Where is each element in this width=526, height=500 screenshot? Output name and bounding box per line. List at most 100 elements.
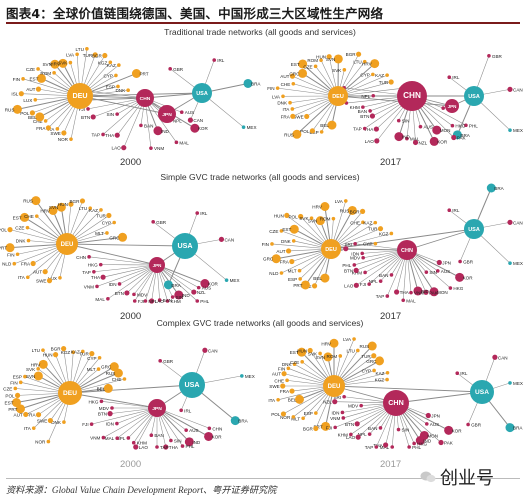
node-mex bbox=[241, 125, 246, 129]
node-swe bbox=[311, 283, 318, 289]
node-label-sri: SRI bbox=[333, 395, 341, 400]
node-khm bbox=[165, 299, 170, 303]
node-label-ban: BAN bbox=[358, 109, 367, 114]
hub-jpn bbox=[445, 99, 459, 113]
node-label-fin: FIN bbox=[278, 366, 285, 371]
node-label-cyp: CYP bbox=[87, 356, 96, 361]
node-che bbox=[285, 378, 289, 383]
node-label-ita: ITA bbox=[18, 275, 26, 280]
edge-chn-tap bbox=[102, 97, 146, 135]
node-esp bbox=[23, 374, 27, 379]
node-est bbox=[297, 347, 307, 357]
node-btn bbox=[124, 290, 130, 296]
node-label-hrv: HRV bbox=[312, 205, 323, 210]
node-npl bbox=[367, 432, 372, 436]
node-label-rus: RUS bbox=[106, 371, 116, 376]
node-chn bbox=[207, 426, 212, 431]
node-label-fin: FIN bbox=[13, 77, 20, 82]
node-btn bbox=[90, 114, 96, 120]
node-label-ind: IND bbox=[182, 293, 191, 298]
node-fin bbox=[18, 380, 23, 385]
node-phl bbox=[464, 123, 468, 128]
node-mex bbox=[508, 381, 512, 385]
node-pol bbox=[29, 110, 36, 116]
node-mdv bbox=[359, 403, 363, 408]
node-label-vnm: VNM bbox=[84, 284, 94, 289]
node-label-swe: SWE bbox=[50, 131, 60, 136]
node-label-ban: BAN bbox=[144, 123, 153, 128]
node-label-swe: SWE bbox=[36, 279, 46, 284]
node-label-lao: LAO bbox=[139, 445, 149, 450]
node-label-svn: SVN bbox=[42, 62, 51, 67]
node-label-svk: SVK bbox=[58, 61, 68, 66]
node-tap bbox=[101, 132, 105, 137]
node-svk bbox=[318, 351, 322, 356]
hub-chn bbox=[383, 390, 409, 416]
edge-jpn-kor bbox=[156, 264, 206, 285]
node-label-ban: BAN bbox=[154, 433, 163, 438]
node-phl bbox=[407, 445, 411, 449]
node-mal bbox=[106, 296, 110, 301]
node-phl bbox=[180, 444, 185, 448]
node-svn bbox=[33, 371, 43, 381]
node-hkg bbox=[448, 286, 453, 290]
node-label-hrv: HRV bbox=[40, 208, 51, 213]
node-label-svn: SVN bbox=[49, 205, 58, 210]
node-hrv bbox=[320, 202, 330, 212]
node-cyp bbox=[112, 220, 116, 225]
node-cyp bbox=[114, 73, 118, 78]
node-npl bbox=[378, 279, 383, 283]
node-label-lao: LAO bbox=[346, 435, 356, 440]
node-sin bbox=[169, 438, 173, 443]
node-ind bbox=[153, 126, 163, 136]
node-label-nor: NOR bbox=[35, 440, 46, 445]
node-hun bbox=[284, 212, 290, 219]
section-title-traditional: Traditional trade networks (all goods an… bbox=[164, 27, 356, 37]
node-tur bbox=[388, 79, 394, 85]
node-label-irl: IRL bbox=[200, 211, 208, 216]
node-mal bbox=[174, 140, 179, 145]
node-label-kor: KOR bbox=[212, 434, 223, 439]
node-mal bbox=[401, 298, 406, 303]
node-label-cyp: CYP bbox=[103, 73, 112, 78]
node-kaz bbox=[385, 370, 390, 375]
year-label-2017-simple: 2017 bbox=[380, 311, 402, 322]
node-label-khm: KHM bbox=[137, 441, 147, 446]
node-label-nzl: NZL bbox=[323, 400, 332, 405]
node-label-idn: IDN bbox=[109, 282, 117, 287]
node-label-idn: IDN bbox=[106, 422, 114, 427]
figure-title: 图表4：全球价值链围绕德国、美国、中国形成三大区域性生产网络 bbox=[6, 6, 384, 21]
node-label-hkg: HKG bbox=[455, 124, 465, 129]
node-label-can: CAN bbox=[513, 87, 523, 92]
node-ban bbox=[378, 426, 383, 430]
node-label-idn: IDN bbox=[351, 251, 359, 256]
node-label-sin: SIN bbox=[402, 119, 410, 124]
node-mdv bbox=[361, 255, 365, 260]
node-mlt bbox=[297, 268, 302, 273]
node-label-dnk: DNK bbox=[115, 88, 126, 93]
node-fin bbox=[15, 252, 20, 257]
node-mal bbox=[405, 136, 409, 141]
hub-usa bbox=[464, 86, 484, 106]
node-label-ind: IND bbox=[423, 439, 432, 444]
node-kgz bbox=[389, 231, 394, 236]
node-label-fin: FIN bbox=[7, 252, 14, 257]
node-gbr bbox=[487, 53, 491, 58]
node-label-ban: BAN bbox=[368, 426, 377, 431]
node-fji bbox=[132, 299, 137, 303]
node-label-bel: BEL bbox=[320, 123, 329, 128]
node-fin bbox=[21, 77, 25, 81]
node-label-kor: KOR bbox=[452, 428, 463, 433]
node-grc bbox=[298, 68, 308, 78]
node-label-rus: RUS bbox=[340, 208, 350, 213]
node-ind bbox=[174, 290, 184, 300]
node-label-bgr: BGR bbox=[51, 347, 62, 352]
node-aut bbox=[35, 86, 42, 92]
node-label-hun: HUN bbox=[316, 55, 326, 60]
node-tha bbox=[100, 274, 106, 280]
node-cze bbox=[313, 64, 318, 69]
node-mdv bbox=[441, 106, 445, 110]
node-label-hkg: HKG bbox=[88, 399, 98, 404]
node-svn bbox=[56, 202, 66, 212]
node-dnk bbox=[291, 239, 296, 243]
